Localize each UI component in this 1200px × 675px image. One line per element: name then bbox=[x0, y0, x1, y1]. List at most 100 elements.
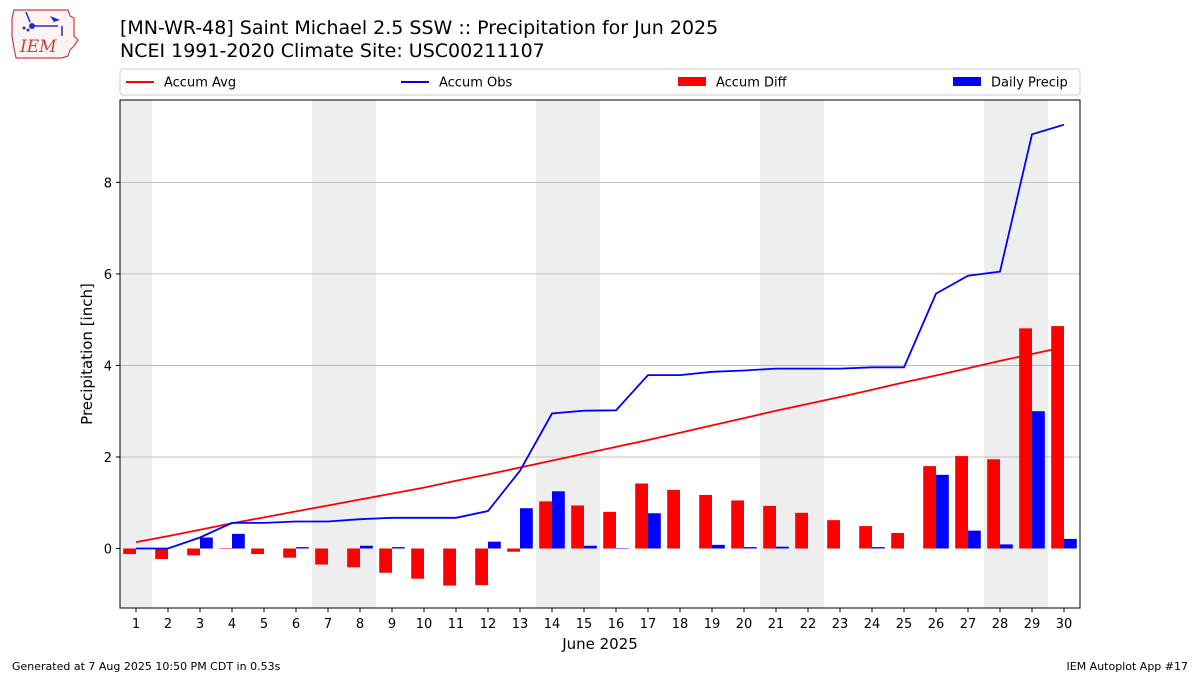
chart-subtitle: NCEI 1991-2020 Climate Site: USC00211107 bbox=[120, 40, 545, 62]
accum-diff-bar bbox=[955, 456, 968, 549]
daily-precip-bar bbox=[520, 508, 533, 549]
accum-diff-bar bbox=[1051, 326, 1064, 549]
legend-label: Accum Obs bbox=[439, 76, 512, 91]
x-tick-label: 13 bbox=[512, 617, 529, 632]
y-tick-label: 8 bbox=[104, 176, 112, 191]
daily-precip-bar bbox=[872, 547, 885, 549]
x-axis-label: June 2025 bbox=[561, 635, 638, 653]
x-tick-label: 22 bbox=[800, 617, 817, 632]
x-tick-label: 8 bbox=[356, 617, 364, 632]
accum-diff-bar bbox=[123, 548, 136, 554]
accum-diff-bar bbox=[1019, 328, 1032, 549]
x-tick-label: 21 bbox=[768, 617, 785, 632]
x-tick-label: 28 bbox=[992, 617, 1009, 632]
daily-precip-bar bbox=[392, 547, 405, 549]
daily-precip-bar bbox=[1000, 544, 1013, 549]
accum-diff-bar bbox=[571, 505, 584, 549]
daily-precip-bar bbox=[648, 513, 661, 549]
x-tick-label: 3 bbox=[196, 617, 204, 632]
daily-precip-bar bbox=[552, 491, 565, 549]
accum-diff-bar bbox=[443, 548, 456, 586]
accum-diff-bar bbox=[827, 520, 840, 549]
accum-diff-bar bbox=[859, 526, 872, 549]
x-tick-label: 20 bbox=[736, 617, 753, 632]
daily-precip-bar bbox=[1032, 411, 1045, 549]
accum-diff-bar bbox=[635, 483, 648, 549]
y-axis-label: Precipitation [inch] bbox=[78, 283, 96, 425]
daily-precip-bar bbox=[232, 533, 245, 549]
accum-diff-bar bbox=[315, 548, 328, 565]
legend-swatch bbox=[678, 77, 706, 86]
x-tick-label: 26 bbox=[928, 617, 945, 632]
x-tick-label: 10 bbox=[416, 617, 433, 632]
legend-label: Accum Avg bbox=[164, 76, 236, 91]
x-tick-label: 16 bbox=[608, 617, 625, 632]
accum-avg-line bbox=[135, 346, 1065, 543]
accum-diff-bar bbox=[667, 489, 680, 549]
x-tick-label: 15 bbox=[576, 617, 593, 632]
y-tick-label: 0 bbox=[104, 543, 112, 558]
logo-text: IEM bbox=[19, 37, 57, 57]
chart-title: [MN-WR-48] Saint Michael 2.5 SSW :: Prec… bbox=[120, 17, 719, 39]
legend-box bbox=[119, 68, 1081, 96]
x-tick-label: 25 bbox=[896, 617, 913, 632]
daily-precip-bar bbox=[968, 530, 981, 549]
x-tick-label: 27 bbox=[960, 617, 977, 632]
accum-diff-bar bbox=[731, 500, 744, 549]
daily-precip-bar bbox=[1064, 538, 1077, 549]
x-tick-label: 23 bbox=[832, 617, 849, 632]
x-tick-label: 14 bbox=[544, 617, 561, 632]
accum-diff-bar bbox=[923, 466, 936, 549]
accum-diff-bar bbox=[251, 548, 264, 554]
accum-diff-bar bbox=[795, 512, 808, 549]
iem-logo: IEM bbox=[11, 9, 79, 59]
accum-diff-bar bbox=[155, 548, 168, 560]
legend-label: Daily Precip bbox=[991, 76, 1068, 91]
accum-diff-bar bbox=[539, 501, 552, 549]
x-tick-label: 1 bbox=[132, 617, 140, 632]
accum-diff-bar bbox=[347, 548, 360, 568]
accum-diff-bar bbox=[603, 511, 616, 549]
y-tick-label: 6 bbox=[104, 268, 112, 283]
x-tick-label: 11 bbox=[448, 617, 465, 632]
daily-precip-bar bbox=[776, 546, 789, 549]
shaded-band-1 bbox=[312, 100, 376, 608]
accum-obs-line bbox=[136, 123, 1065, 550]
daily-precip-bar bbox=[712, 544, 725, 549]
x-tick-label: 18 bbox=[672, 617, 689, 632]
daily-precip-bar bbox=[744, 547, 757, 549]
accum-diff-bar bbox=[763, 505, 776, 549]
legend-swatch bbox=[953, 77, 981, 86]
x-tick-label: 19 bbox=[704, 617, 721, 632]
accum-diff-bar bbox=[891, 532, 904, 549]
accum-diff-bar bbox=[475, 548, 488, 586]
x-tick-label: 2 bbox=[164, 617, 172, 632]
daily-precip-bar bbox=[296, 547, 309, 549]
x-tick-label: 7 bbox=[324, 617, 332, 632]
accum-diff-bar bbox=[187, 548, 200, 556]
shaded-band-0 bbox=[120, 100, 152, 608]
plot-frame bbox=[119, 99, 1081, 609]
accum-diff-bar bbox=[411, 548, 424, 579]
accum-diff-bar bbox=[987, 459, 1000, 549]
x-tick-label: 12 bbox=[480, 617, 497, 632]
generated-timestamp: Generated at 7 Aug 2025 10:50 PM CDT in … bbox=[12, 660, 281, 673]
y-tick-label: 2 bbox=[104, 451, 112, 466]
x-tick-label: 29 bbox=[1024, 617, 1041, 632]
accum-diff-bar bbox=[219, 548, 232, 550]
x-tick-label: 17 bbox=[640, 617, 657, 632]
daily-precip-bar bbox=[584, 545, 597, 549]
daily-precip-bar bbox=[488, 541, 501, 549]
accum-diff-bar bbox=[379, 548, 392, 573]
accum-diff-bar bbox=[507, 548, 520, 552]
daily-precip-bar bbox=[936, 474, 949, 549]
x-tick-label: 24 bbox=[864, 617, 881, 632]
y-tick-label: 4 bbox=[104, 359, 112, 374]
daily-precip-bar bbox=[200, 537, 213, 549]
accum-diff-bar bbox=[283, 548, 296, 558]
app-label: IEM Autoplot App #17 bbox=[1066, 660, 1189, 673]
legend-label: Accum Diff bbox=[716, 76, 788, 91]
x-tick-label: 30 bbox=[1056, 617, 1073, 632]
x-tick-label: 6 bbox=[292, 617, 300, 632]
